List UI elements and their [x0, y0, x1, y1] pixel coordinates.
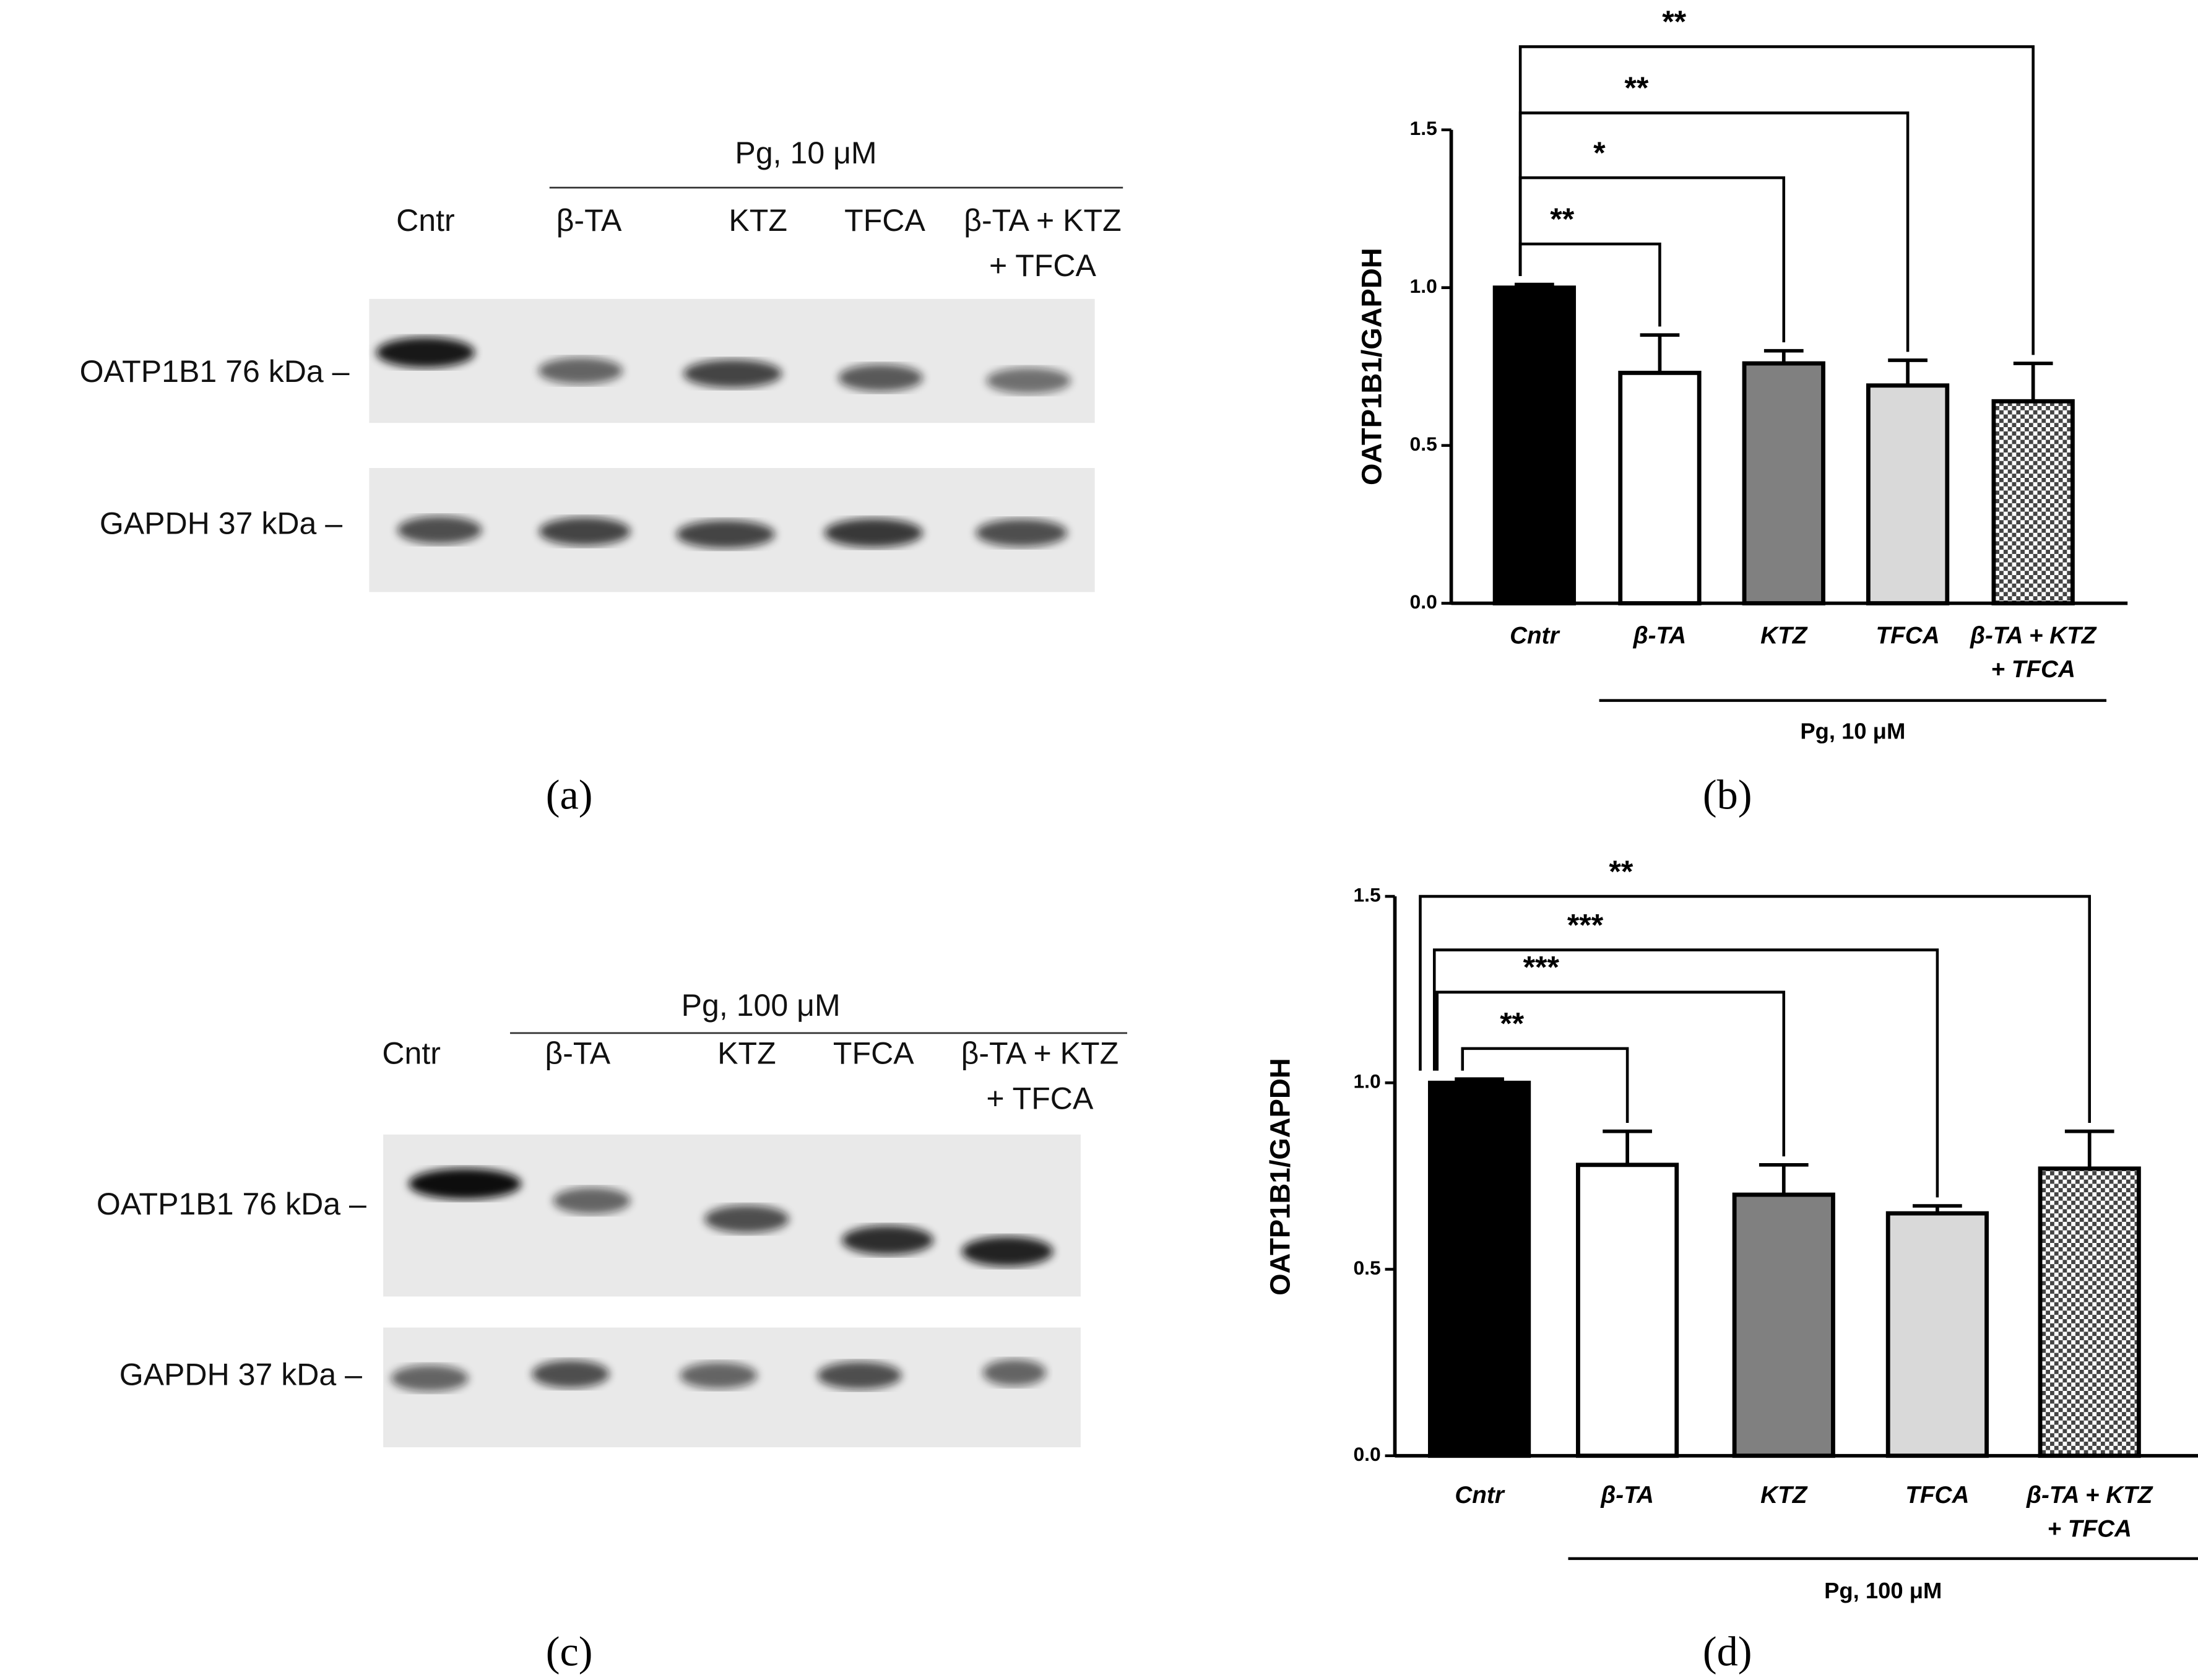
lane-label: β-TA — [556, 203, 622, 238]
band — [824, 518, 923, 547]
band — [376, 337, 475, 368]
x-tick-label: TFCA — [1905, 1482, 1969, 1509]
panel-label: (c) — [546, 1628, 593, 1675]
y-axis-label: OATP1B1/GAPDH — [1264, 1058, 1296, 1296]
x-tick-label: + TFCA — [1991, 656, 2075, 683]
bar — [1866, 383, 1950, 605]
significance-label: ** — [1662, 4, 1686, 39]
band — [986, 367, 1071, 394]
bar — [2038, 1166, 2141, 1458]
significance-bracket — [1518, 111, 1910, 352]
y-tick-label: 0.5 — [1410, 433, 1437, 455]
y-tick-label: 0.5 — [1353, 1257, 1380, 1279]
y-tick-label: 1.5 — [1410, 117, 1437, 139]
significance-bracket — [1432, 948, 1939, 1198]
lane-label: KTZ — [729, 203, 787, 238]
group-label: Pg, 100 μM — [1824, 1578, 1942, 1603]
y-axis-label: OATP1B1/GAPDH — [1356, 248, 1387, 485]
x-tick-label: β-TA + KTZ — [2026, 1482, 2153, 1509]
x-tick-label: KTZ — [1760, 1482, 1808, 1509]
significance-label: ** — [1609, 854, 1633, 889]
band — [409, 1168, 522, 1200]
condition-label: Pg, 100 μM — [681, 988, 841, 1023]
significance-bracket — [1435, 990, 1786, 1157]
condition-label: Pg, 10 μM — [735, 136, 876, 170]
significance-label: ** — [1624, 71, 1648, 105]
lane-label: + TFCA — [986, 1081, 1094, 1115]
lane-label: KTZ — [717, 1036, 776, 1070]
lane-label: β-TA — [545, 1036, 610, 1070]
band — [976, 519, 1068, 547]
x-tick-label: KTZ — [1760, 622, 1808, 649]
band — [532, 1360, 610, 1388]
x-tick-label: TFCA — [1876, 622, 1940, 649]
lane-label: TFCA — [833, 1036, 914, 1070]
band — [539, 517, 631, 546]
significance-label: *** — [1567, 907, 1604, 942]
x-tick-label: β-TA + KTZ — [1970, 622, 2097, 649]
panel-label: (b) — [1703, 771, 1752, 818]
x-tick-label: Cntr — [1455, 1482, 1505, 1509]
band — [704, 1205, 789, 1233]
lane-label: + TFCA — [989, 248, 1097, 283]
bar — [1492, 285, 1577, 605]
significance-label: * — [1593, 136, 1606, 170]
y-tick-label: 1.5 — [1353, 883, 1380, 906]
band — [553, 1187, 631, 1215]
y-tick-label: 0.0 — [1410, 591, 1437, 613]
lane-label: Cntr — [396, 203, 455, 238]
bar — [1576, 1163, 1679, 1458]
band — [680, 1362, 758, 1389]
band — [391, 1365, 469, 1392]
x-tick-label: + TFCA — [2047, 1516, 2131, 1543]
bar — [1885, 1211, 1989, 1458]
bar — [1991, 399, 2075, 605]
bar — [1742, 361, 1825, 605]
significance-bracket — [1518, 45, 2035, 355]
row-label: GAPDH 37 kDa – — [100, 506, 342, 541]
y-tick-label: 1.0 — [1410, 275, 1437, 297]
significance-label: ** — [1500, 1007, 1524, 1041]
group-label: Pg, 10 μM — [1800, 719, 1905, 744]
band — [838, 364, 923, 392]
band — [397, 516, 482, 544]
band — [683, 359, 782, 388]
panel-label: (a) — [546, 771, 593, 818]
significance-bracket — [1461, 1047, 1629, 1123]
x-tick-label: β-TA — [1600, 1482, 1654, 1509]
x-tick-label: β-TA — [1633, 622, 1687, 649]
y-tick-label: 0.0 — [1353, 1443, 1380, 1465]
panel-label: (d) — [1703, 1628, 1752, 1675]
significance-bracket — [1419, 894, 2092, 1123]
row-label: OATP1B1 76 kDa – — [80, 354, 350, 389]
band — [676, 520, 775, 548]
y-tick-label: 1.0 — [1353, 1070, 1380, 1093]
bar — [1428, 1080, 1531, 1458]
band — [842, 1225, 934, 1255]
lane-label: Cntr — [382, 1036, 441, 1070]
lane-label: β-TA + KTZ — [961, 1036, 1119, 1070]
lane-label: β-TA + KTZ — [964, 203, 1122, 238]
significance-label: *** — [1523, 950, 1560, 985]
x-tick-label: Cntr — [1510, 622, 1560, 649]
bar — [1618, 370, 1702, 605]
row-label: OATP1B1 76 kDa – — [97, 1187, 366, 1221]
row-label: GAPDH 37 kDa – — [119, 1357, 362, 1392]
bar — [1732, 1192, 1835, 1458]
band — [961, 1236, 1054, 1266]
significance-label: ** — [1550, 202, 1574, 236]
lane-label: TFCA — [844, 203, 925, 238]
band — [538, 357, 623, 384]
band — [982, 1359, 1047, 1386]
band — [817, 1361, 902, 1390]
